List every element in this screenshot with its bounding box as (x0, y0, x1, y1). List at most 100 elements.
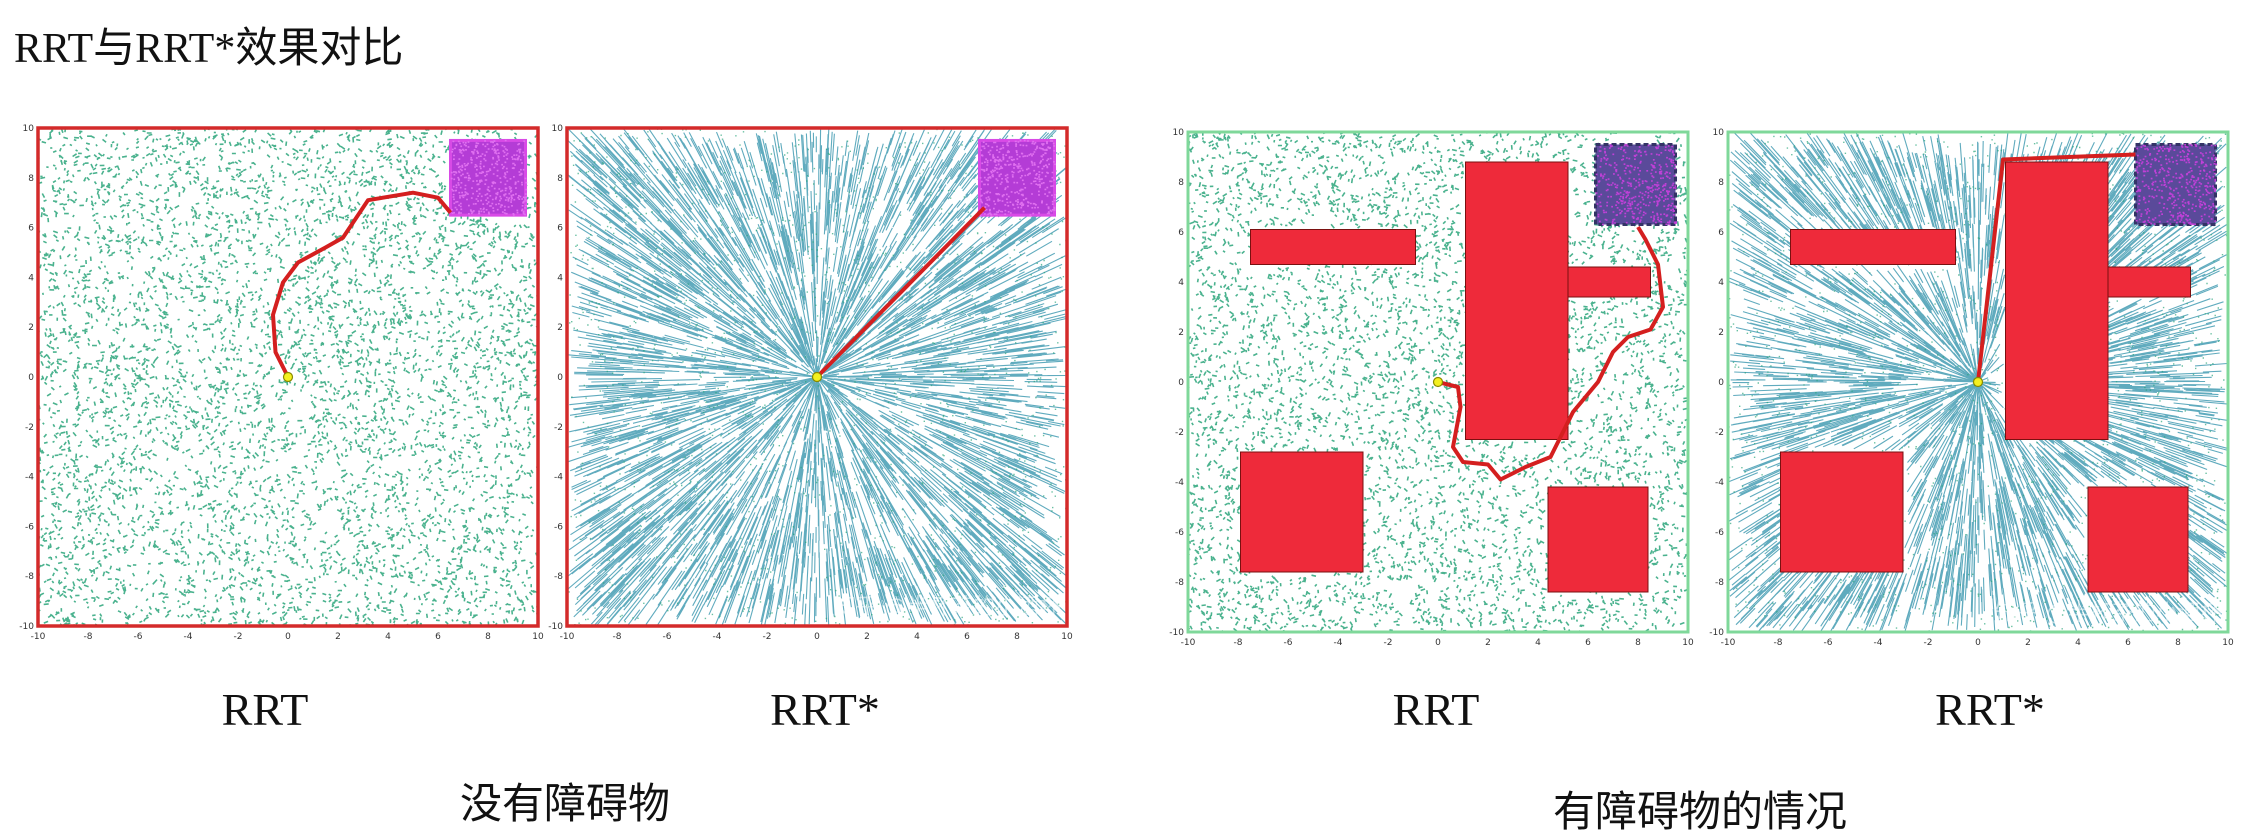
caption-rrtstar-with-obstacles: RRT* (1935, 684, 2045, 735)
group-caption-with-obstacles: 有障碍物的情况 (1552, 787, 1847, 836)
y-tick-label: -8 (1175, 578, 1184, 588)
x-tick-label: 2 (864, 632, 870, 642)
obstacle-4 (2087, 486, 2189, 593)
x-tick-label: 8 (2175, 638, 2181, 648)
x-tick-label: -8 (613, 632, 622, 642)
x-tick-label: 6 (435, 632, 441, 642)
y-tick-label: 6 (28, 224, 34, 234)
x-tick-label: 10 (1061, 632, 1073, 642)
y-tick-label: -10 (1709, 628, 1724, 638)
obstacle-0 (1790, 229, 1956, 265)
goal-region-samples (450, 139, 528, 216)
solution-path (1976, 152, 2136, 383)
solution-path (1437, 225, 1665, 482)
x-tick-label: 0 (1975, 638, 1981, 648)
y-tick-label: 8 (28, 174, 34, 184)
x-tick-label: -10 (560, 632, 575, 642)
start-marker (1972, 376, 1984, 388)
y-tick-label: 10 (23, 124, 35, 134)
plot-svg: -10-10 -8 -8 -6 -6 -4 -4 -2 -2 0 0 2 2 4 4 6 6 8 8 10 10 (1169, 128, 1694, 648)
solution-path (815, 206, 986, 379)
plot-rrtstar-with-obstacles: -10 -10 -8 -8 -6 -6 -4 -4 -2 -2 0 0 2 2 4 4 6 6 8 8 10 10 知乎 @… (1690, 122, 2235, 652)
x-tick-label: -4 (713, 632, 722, 642)
plot-frame (565, 126, 1069, 628)
rrt-tree-samples (38, 128, 538, 626)
y-tick-label: -6 (25, 522, 34, 532)
plot-svg: -10-10 -8 -8 -6 -6 -4 -4 -2 -2 0 0 2 2 4 4 6 6 8 8 10 10 知乎 @… (548, 124, 1073, 642)
y-tick-label: 6 (1178, 228, 1184, 238)
obstacle-0 (1250, 229, 1416, 265)
watermark: 知乎 @半杯茶的小酒杯 (1995, 601, 2222, 626)
y-tick-label: -8 (1715, 578, 1724, 588)
y-tick-label: -2 (554, 423, 563, 433)
x-tick-label: -4 (1334, 638, 1343, 648)
y-tick-label: 4 (557, 273, 563, 283)
y-tick-label: 10 (552, 124, 564, 134)
y-tick-label: 6 (557, 224, 563, 234)
start-marker (1432, 376, 1444, 388)
x-tick-label: -10 (1721, 638, 1736, 648)
x-tick-label: 2 (2025, 638, 2031, 648)
x-tick-label: -10 (1181, 638, 1196, 648)
y-tick-label: -4 (1175, 478, 1184, 488)
y-tick-label: -10 (548, 622, 563, 632)
x-tick-label: -10 (31, 632, 46, 642)
y-tick-label: 0 (1178, 378, 1184, 388)
solution-path (271, 190, 453, 378)
y-tick-label: -6 (554, 522, 563, 532)
start-marker (282, 371, 294, 383)
caption-rrt-no-obstacles: RRT (221, 684, 309, 735)
x-tick-label: -4 (1874, 638, 1883, 648)
x-tick-label: 6 (2125, 638, 2131, 648)
y-tick-label: -10 (19, 622, 34, 632)
x-tick-label: -6 (663, 632, 672, 642)
y-tick-label: 2 (1718, 328, 1724, 338)
page-title: RRT与RRT*效果对比 (14, 26, 404, 72)
y-tick-label: 10 (1173, 128, 1185, 138)
x-tick-label: 2 (1485, 638, 1491, 648)
x-tick-label: -2 (1924, 638, 1933, 648)
y-tick-label: 2 (1178, 328, 1184, 338)
x-tick-label: -2 (234, 632, 243, 642)
x-tick-label: 0 (814, 632, 820, 642)
y-tick-label: 0 (28, 373, 34, 383)
plot-frame (1726, 130, 2230, 634)
x-tick-label: -2 (763, 632, 772, 642)
y-tick-label: -6 (1175, 528, 1184, 538)
y-tick-label: 8 (1178, 178, 1184, 188)
y-tick-label: 2 (557, 323, 563, 333)
x-tick-label: -6 (1284, 638, 1293, 648)
obstacle-2 (1567, 266, 1651, 298)
y-tick-label: 4 (1178, 278, 1184, 288)
caption-rrt-with-obstacles: RRT (1392, 684, 1480, 735)
x-tick-label: 4 (385, 632, 391, 642)
x-tick-label: -4 (184, 632, 193, 642)
obstacle-4 (1547, 486, 1649, 593)
y-tick-label: -6 (1715, 528, 1724, 538)
goal-region-samples (2135, 143, 2218, 226)
x-tick-label: 4 (2075, 638, 2081, 648)
plot-frame (36, 126, 540, 628)
watermark: 知乎 @半杯茶的小酒杯 (834, 595, 1061, 620)
group-caption-no-obstacles: 没有障碍物 (459, 779, 670, 828)
plot-rrt-no-obstacles: -10 -10 -8 -8 -6 -6 -4 -4 -2 -2 0 0 2 2 4 4 6 6 8 8 10 10 (0, 118, 545, 648)
plot-svg: -10-10 -8 -8 -6 -6 -4 -4 -2 -2 0 0 2 2 4 4 6 6 8 8 10 10 (19, 124, 544, 642)
x-tick-label: 8 (1014, 632, 1020, 642)
x-tick-label: 0 (1435, 638, 1441, 648)
y-tick-label: 6 (1718, 228, 1724, 238)
y-tick-label: 0 (557, 373, 563, 383)
y-tick-label: -2 (1715, 428, 1724, 438)
x-tick-label: -2 (1384, 638, 1393, 648)
y-tick-label: 8 (557, 174, 563, 184)
y-tick-label: -10 (1169, 628, 1184, 638)
y-tick-label: -4 (554, 473, 563, 483)
plot-svg: -10-10 -8 -8 -6 -6 -4 -4 -2 -2 0 0 2 2 4 4 6 6 8 8 10 10 知乎 @… (1709, 128, 2234, 648)
y-tick-label: -2 (25, 423, 34, 433)
x-tick-label: -6 (1824, 638, 1833, 648)
goal-region-samples (979, 139, 1056, 216)
x-tick-label: 0 (285, 632, 291, 642)
obstacle-1 (1465, 161, 1569, 440)
y-tick-label: -4 (25, 473, 34, 483)
obstacle-2 (2107, 266, 2191, 298)
obstacle-3 (1780, 451, 1904, 573)
